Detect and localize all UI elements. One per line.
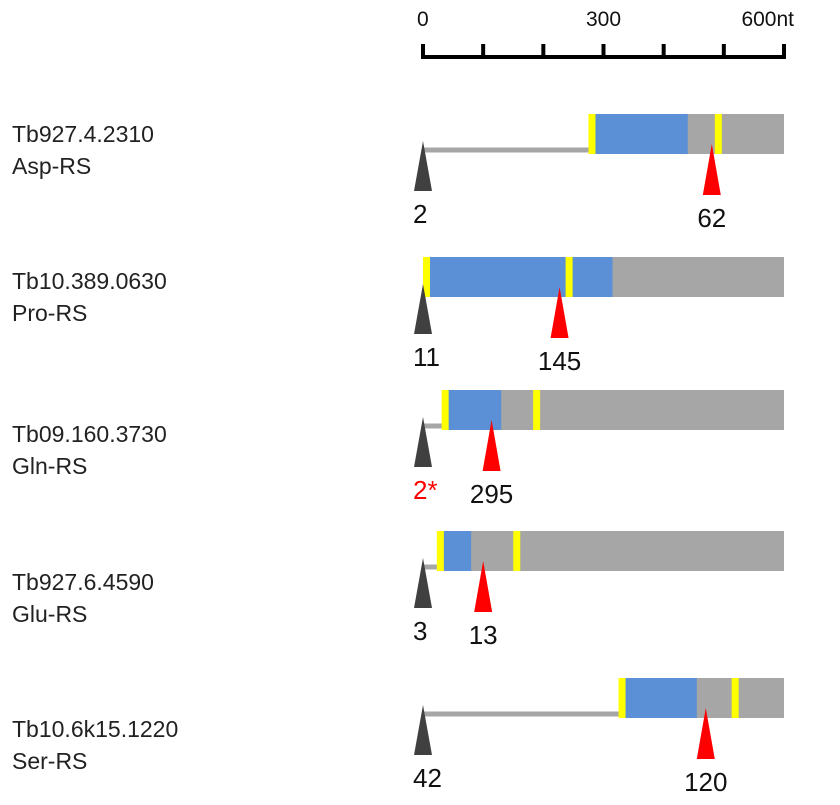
coding-region-box — [439, 531, 784, 571]
gene-id: Tb927.4.2310 — [12, 121, 154, 147]
gene-name: Ser-RS — [12, 748, 88, 774]
boundary-mark — [423, 257, 431, 297]
gray-marker-arrowhead — [414, 705, 432, 755]
domain-box — [444, 390, 502, 430]
red-marker-arrowhead — [482, 420, 501, 471]
red-marker-label: 145 — [538, 346, 581, 376]
boundary-mark — [588, 114, 596, 154]
gene-name: Asp-RS — [12, 153, 92, 179]
domain-box — [621, 678, 697, 718]
red-marker-label: 13 — [469, 620, 498, 650]
boundary-mark — [565, 257, 573, 297]
red-marker-label: 295 — [470, 479, 513, 509]
gray-marker-arrowhead — [414, 284, 432, 334]
boundary-mark — [513, 531, 521, 571]
scale-tick-label: 600nt — [741, 8, 794, 31]
gene-label-0: Tb927.4.2310 Asp-RS — [12, 118, 154, 182]
boundary-mark — [533, 390, 541, 430]
gene-label-1: Tb10.389.0630 Pro-RS — [12, 265, 167, 329]
gene-track-3: 3 13 — [413, 531, 784, 650]
gene-label-3: Tb927.6.4590 Glu-RS — [12, 566, 154, 630]
red-marker-arrowhead — [696, 708, 715, 759]
red-marker-arrowhead — [474, 561, 493, 612]
gray-marker-arrowhead — [414, 558, 432, 608]
red-marker-arrowhead — [550, 287, 569, 338]
gene-label-4: Tb10.6k15.1220 Ser-RS — [12, 713, 178, 777]
domain-box — [439, 531, 472, 571]
gene-name: Glu-RS — [12, 601, 88, 627]
red-marker-arrowhead — [702, 144, 721, 195]
gene-track-4: 42 120 — [413, 678, 784, 797]
gene-id: Tb09.160.3730 — [12, 421, 167, 447]
boundary-mark — [731, 678, 739, 718]
gray-marker-arrowhead — [414, 141, 432, 191]
scale-tick-label: 300 — [586, 8, 621, 31]
red-marker-label: 62 — [697, 203, 726, 233]
domain-box — [426, 257, 613, 297]
gene-track-0: 2 62 — [413, 114, 784, 233]
gene-name: Gln-RS — [12, 453, 88, 479]
gene-id: Tb927.6.4590 — [12, 569, 154, 595]
scale-tick-label: 0 — [417, 8, 429, 31]
gray-marker-label: 3 — [413, 616, 427, 646]
gray-marker-label: 2* — [413, 475, 438, 505]
gene-track-1: 11 145 — [413, 257, 784, 376]
gene-name: Pro-RS — [12, 300, 88, 326]
gray-marker-label: 11 — [413, 342, 440, 372]
red-marker-label: 120 — [684, 767, 727, 797]
boundary-mark — [618, 678, 626, 718]
gray-marker-arrowhead — [414, 417, 432, 467]
gray-marker-label: 2 — [413, 199, 427, 229]
boundary-mark — [441, 390, 449, 430]
gene-label-2: Tb09.160.3730 Gln-RS — [12, 418, 167, 482]
boundary-mark — [436, 531, 444, 571]
gray-marker-label: 42 — [413, 763, 442, 793]
gene-tracks: 2 62 11 145 2* 295 3 13 42 120 — [413, 114, 784, 797]
gene-track-2: 2* 295 — [413, 390, 784, 509]
gene-id: Tb10.389.0630 — [12, 268, 167, 294]
scale-bar: 0 300 600nt — [417, 8, 794, 59]
gene-id: Tb10.6k15.1220 — [12, 716, 179, 742]
boundary-mark — [714, 114, 722, 154]
domain-box — [591, 114, 688, 154]
